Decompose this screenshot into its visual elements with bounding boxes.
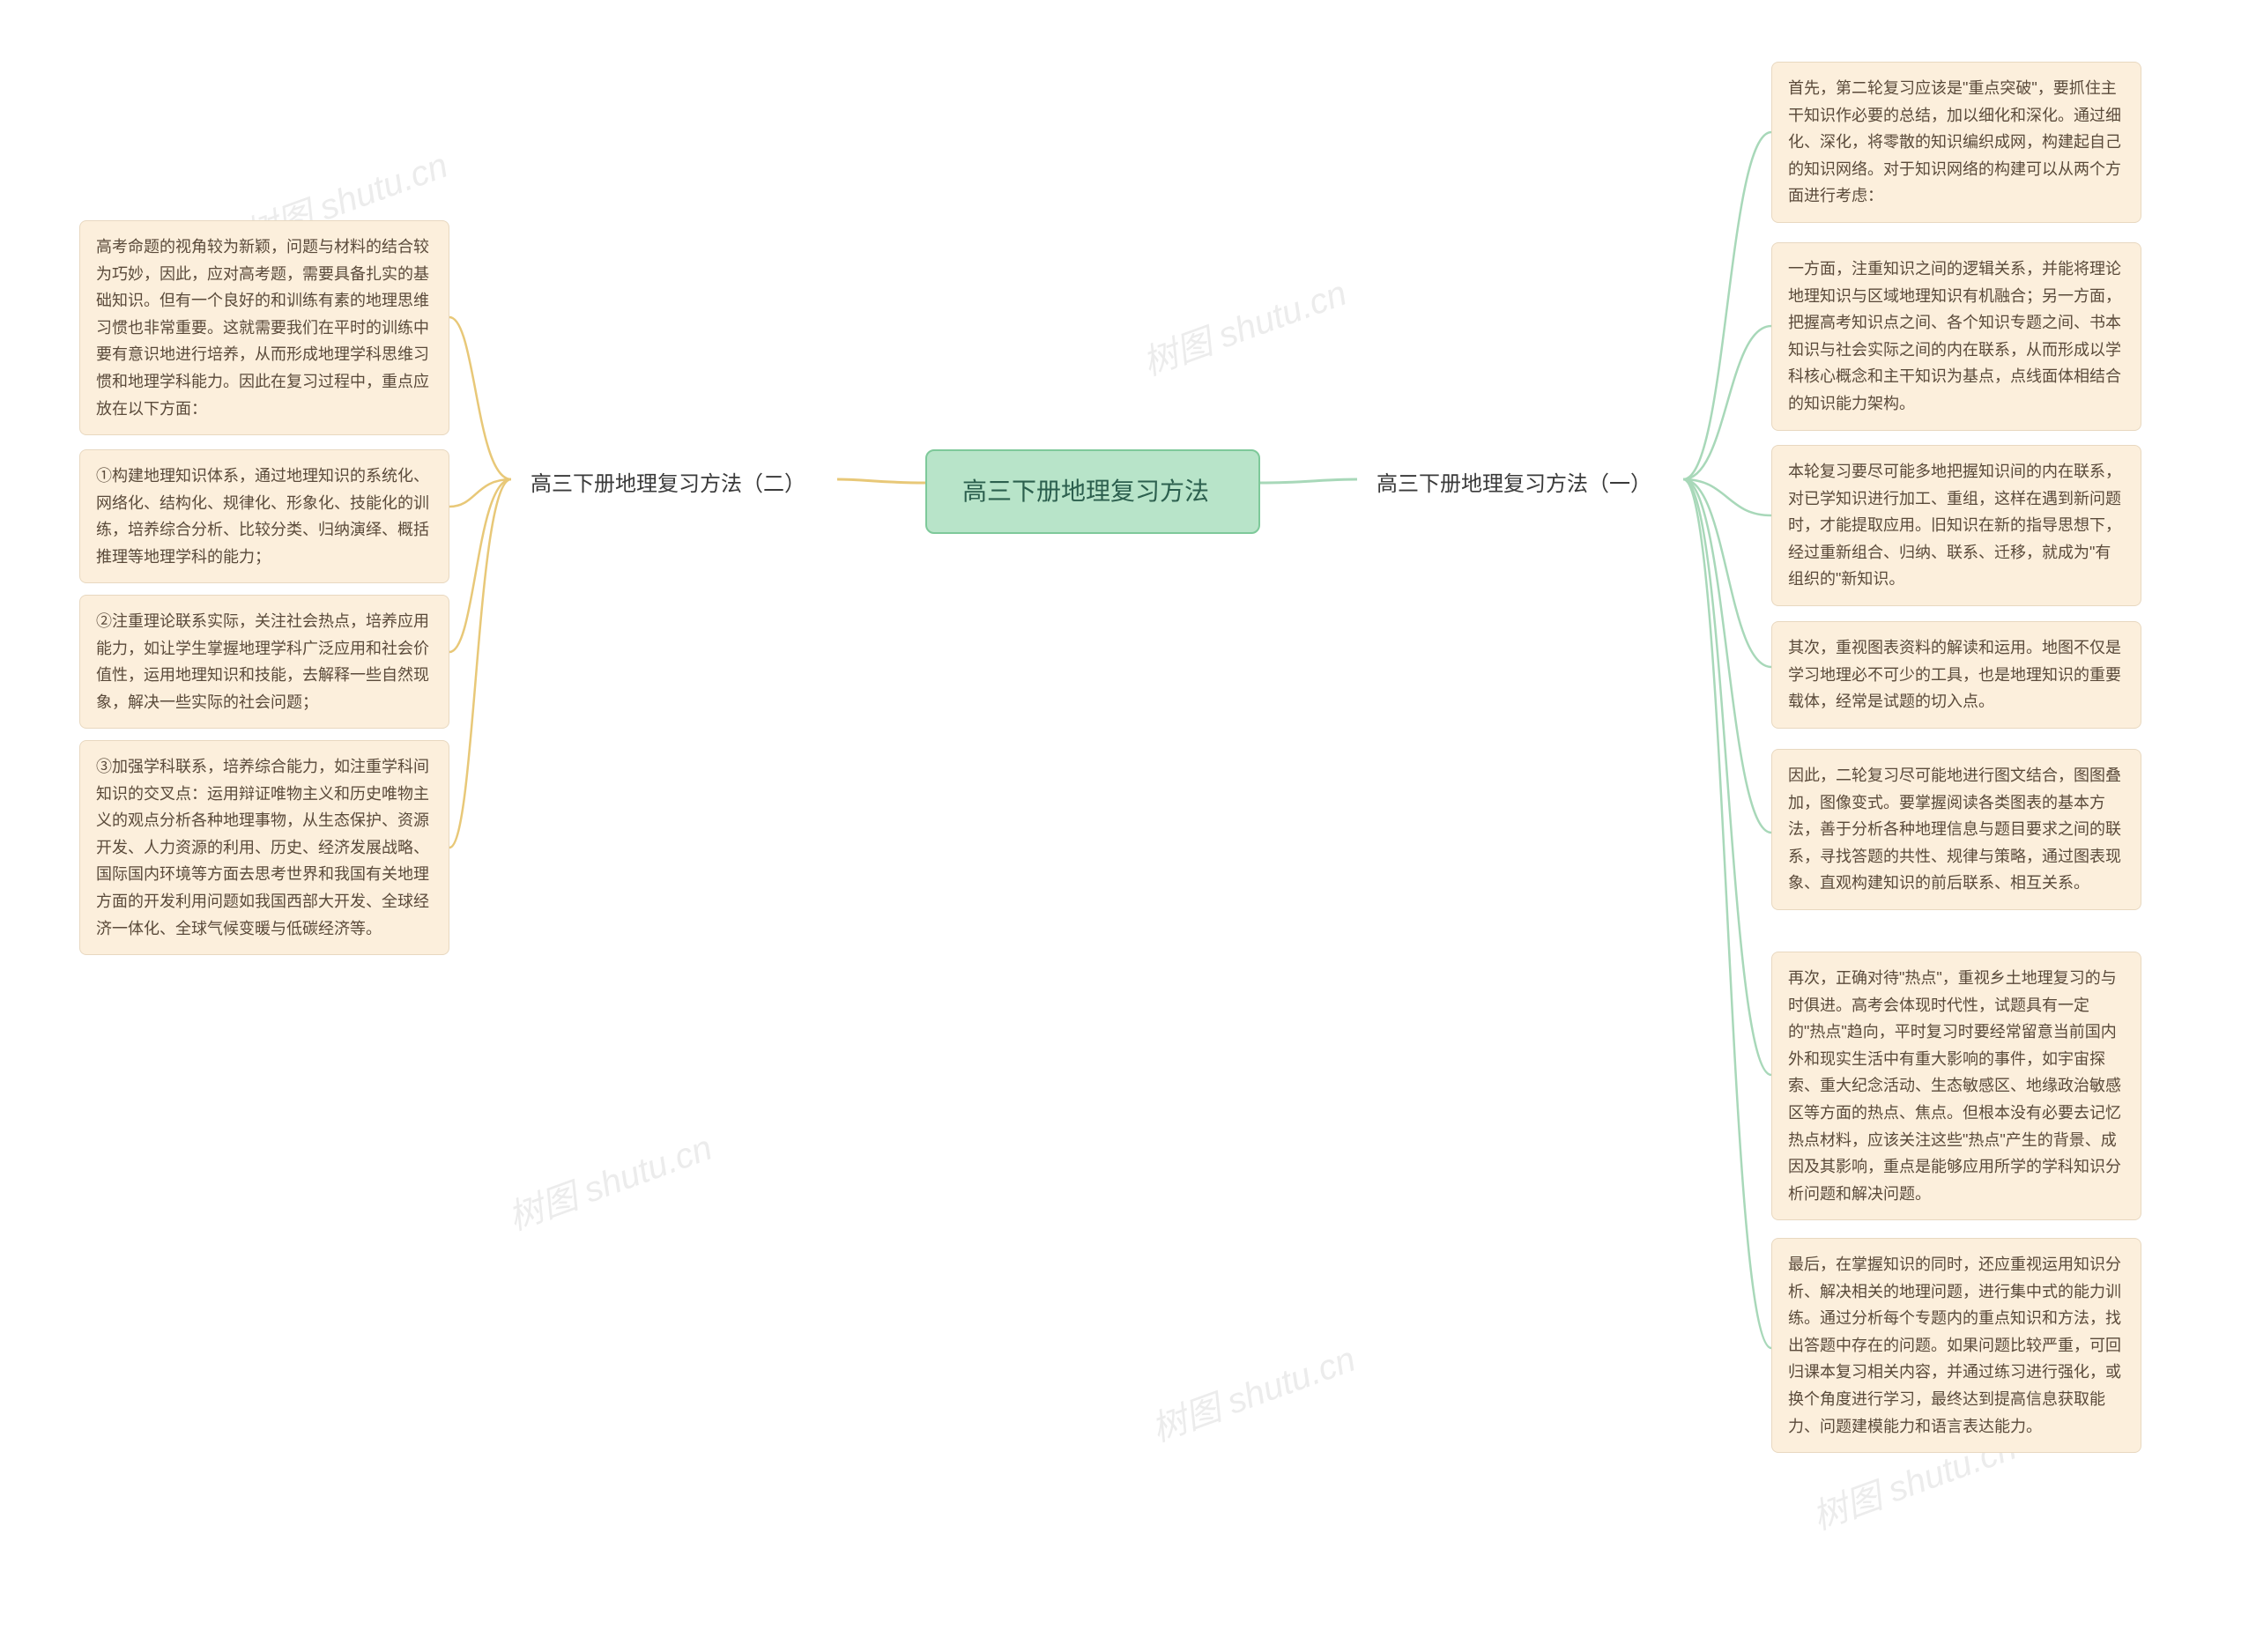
leaf-right-2: 本轮复习要尽可能多地把握知识间的内在联系，对已学知识进行加工、重组，这样在遇到新… [1771,445,2141,606]
leaf-left-3: ③加强学科联系，培养综合能力，如注重学科间知识的交叉点：运用辩证唯物主义和历史唯… [79,740,449,955]
leaf-right-1: 一方面，注重知识之间的逻辑关系，并能将理论地理知识与区域地理知识有机融合；另一方… [1771,242,2141,431]
leaf-left-2: ②注重理论联系实际，关注社会热点，培养应用能力，如让学生掌握地理学科广泛应用和社… [79,595,449,729]
watermark: 树图 shutu.cn [500,1119,718,1240]
leaf-right-3: 其次，重视图表资料的解读和运用。地图不仅是学习地理必不可少的工具，也是地理知识的… [1771,621,2141,729]
branch-left: 高三下册地理复习方法（二） [511,455,837,515]
branch-right: 高三下册地理复习方法（一） [1357,455,1683,515]
watermark: 树图 shutu.cn [1143,1330,1362,1451]
leaf-right-4: 因此，二轮复习尽可能地进行图文结合，图图叠加，图像变式。要掌握阅读各类图表的基本… [1771,749,2141,910]
watermark: 树图 shutu.cn [1134,264,1353,385]
leaf-right-0: 首先，第二轮复习应该是"重点突破"，要抓住主干知识作必要的总结，加以细化和深化。… [1771,62,2141,223]
center-node: 高三下册地理复习方法 [925,449,1260,534]
leaf-right-5: 再次，正确对待"热点"，重视乡土地理复习的与时俱进。高考会体现时代性，试题具有一… [1771,952,2141,1220]
leaf-left-0: 高考命题的视角较为新颖，问题与材料的结合较为巧妙，因此，应对高考题，需要具备扎实… [79,220,449,435]
leaf-left-1: ①构建地理知识体系，通过地理知识的系统化、网络化、结构化、规律化、形象化、技能化… [79,449,449,583]
leaf-right-6: 最后，在掌握知识的同时，还应重视运用知识分析、解决相关的地理问题，进行集中式的能… [1771,1238,2141,1453]
